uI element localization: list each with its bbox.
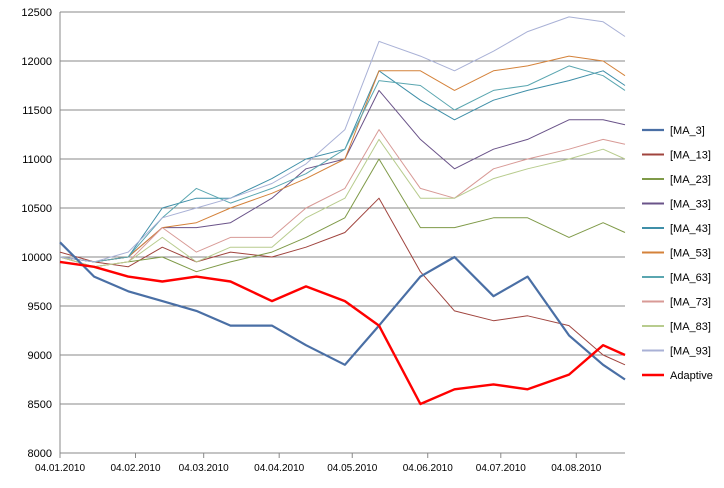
- series-line: [59, 55, 626, 263]
- legend-entry: [MA_63]: [642, 272, 711, 284]
- x-tick-label: 04.06.2010: [403, 463, 453, 474]
- y-tick-label: 8500: [28, 399, 52, 411]
- legend-label: [MA_43]: [670, 223, 711, 235]
- series-line: [59, 129, 626, 268]
- legend-label: [MA_3]: [670, 125, 705, 137]
- legend-entry: Adaptive: [642, 370, 713, 382]
- series-line: [59, 197, 626, 366]
- legend-label: [MA_33]: [670, 199, 711, 211]
- y-tick-label: 12000: [21, 56, 52, 68]
- legend: [MA_3] [MA_13] [MA_23] [MA_33] [MA_43] [MA_53…: [642, 125, 713, 382]
- legend-entry: [MA_73]: [642, 297, 711, 309]
- x-tick-label: 04.07.2010: [476, 463, 526, 474]
- y-tick-label: 9000: [28, 350, 52, 362]
- series-line: [59, 89, 626, 263]
- legend-entry: [MA_83]: [642, 321, 711, 333]
- legend-entry: [MA_53]: [642, 248, 711, 260]
- x-axis: 04.01.2010 04.02.2010 04.03.2010 04.04.2010…: [35, 452, 625, 474]
- legend-entry: [MA_13]: [642, 150, 711, 162]
- x-tick-label: 04.04.2010: [254, 463, 304, 474]
- legend-entry: [MA_33]: [642, 199, 711, 211]
- series-line: [59, 16, 626, 263]
- legend-label: [MA_53]: [670, 248, 711, 260]
- legend-label: [MA_63]: [670, 272, 711, 284]
- y-tick-label: 8000: [28, 448, 52, 460]
- y-axis: 8000 8500 9000 9500 10000 10500 11000 11500 1200…: [21, 7, 61, 460]
- y-tick-label: 12500: [21, 7, 52, 19]
- series-line: [59, 260, 626, 406]
- series-line: [59, 158, 626, 273]
- y-tick-label: 9500: [28, 301, 52, 313]
- x-tick-label: 04.08.2010: [551, 463, 601, 474]
- y-tick-label: 11000: [22, 154, 52, 166]
- legend-label: [MA_23]: [670, 174, 711, 186]
- series-line: [59, 65, 626, 263]
- series-line: [59, 241, 626, 381]
- legend-entry: [MA_23]: [642, 174, 711, 186]
- legend-label: [MA_73]: [670, 297, 711, 309]
- legend-entry: [MA_43]: [642, 223, 711, 235]
- legend-entry: [MA_93]: [642, 346, 711, 358]
- legend-label: [MA_93]: [670, 346, 711, 358]
- x-tick-label: 04.05.2010: [327, 463, 377, 474]
- legend-label: [MA_13]: [670, 150, 711, 162]
- plot-area: [59, 16, 626, 406]
- y-tick-label: 10500: [21, 203, 52, 215]
- gridlines: [60, 11, 625, 454]
- x-tick-label: 04.02.2010: [110, 463, 160, 474]
- x-tick-label: 04.03.2010: [179, 463, 229, 474]
- series-line: [59, 138, 626, 268]
- y-tick-label: 11500: [22, 105, 52, 117]
- legend-entry: [MA_3]: [642, 125, 705, 137]
- legend-label: [MA_83]: [670, 321, 711, 333]
- y-tick-label: 10000: [21, 252, 52, 264]
- x-tick-label: 04.01.2010: [35, 463, 85, 474]
- legend-label: Adaptive: [670, 370, 713, 382]
